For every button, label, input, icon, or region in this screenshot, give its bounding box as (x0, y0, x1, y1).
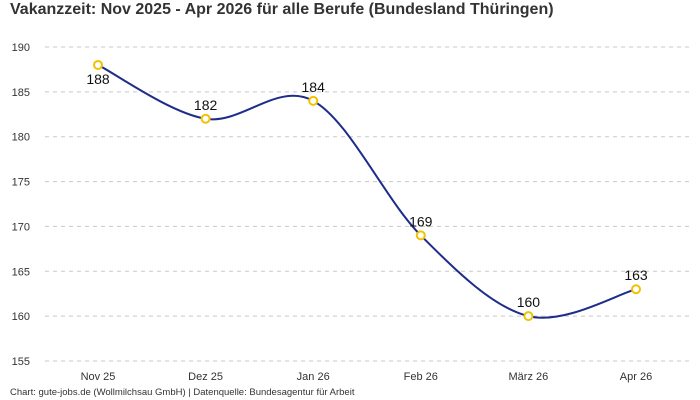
data-point (93, 59, 103, 70)
chart-footer: Chart: gute-jobs.de (Wollmilchsau GmbH) … (10, 387, 355, 398)
y-axis-ticks: 155 160 165 170 175 180 185 190 (12, 42, 30, 368)
x-tick-label: Jan 26 (297, 371, 330, 383)
y-tick-label: 155 (12, 356, 30, 368)
data-point (308, 95, 319, 106)
y-tick-label: 170 (12, 221, 30, 233)
data-label: 188 (86, 71, 110, 87)
data-point (631, 284, 641, 295)
data-point (523, 311, 534, 322)
x-tick-label: Dez 25 (188, 371, 223, 383)
data-label: 184 (302, 79, 326, 95)
data-point (200, 113, 211, 124)
data-points (93, 59, 641, 322)
data-point (415, 230, 426, 241)
data-label: 169 (409, 213, 433, 229)
y-tick-label: 185 (12, 87, 30, 99)
series-line-layer (97, 63, 637, 319)
data-label: 160 (517, 294, 541, 310)
y-tick-label: 165 (12, 266, 30, 278)
data-label: 182 (194, 97, 218, 113)
data-label: 163 (624, 267, 648, 283)
data-labels: 188 182 184 169 160 163 (86, 71, 648, 310)
y-tick-label: 190 (12, 42, 30, 54)
x-tick-label: Apr 26 (620, 371, 652, 383)
x-tick-label: März 26 (509, 371, 549, 383)
y-tick-label: 175 (12, 177, 30, 189)
x-tick-label: Nov 25 (81, 371, 116, 383)
y-tick-label: 160 (12, 311, 30, 323)
x-tick-label: Feb 26 (404, 371, 438, 383)
chart-title: Vakanzzeit: Nov 2025 - Apr 2026 für alle… (10, 1, 554, 18)
x-axis-ticks: Nov 25 Dez 25 Jan 26 Feb 26 März 26 Apr 26 (81, 371, 653, 383)
y-tick-label: 180 (12, 132, 30, 144)
grid-lines (45, 46, 692, 362)
series-line (97, 63, 637, 319)
